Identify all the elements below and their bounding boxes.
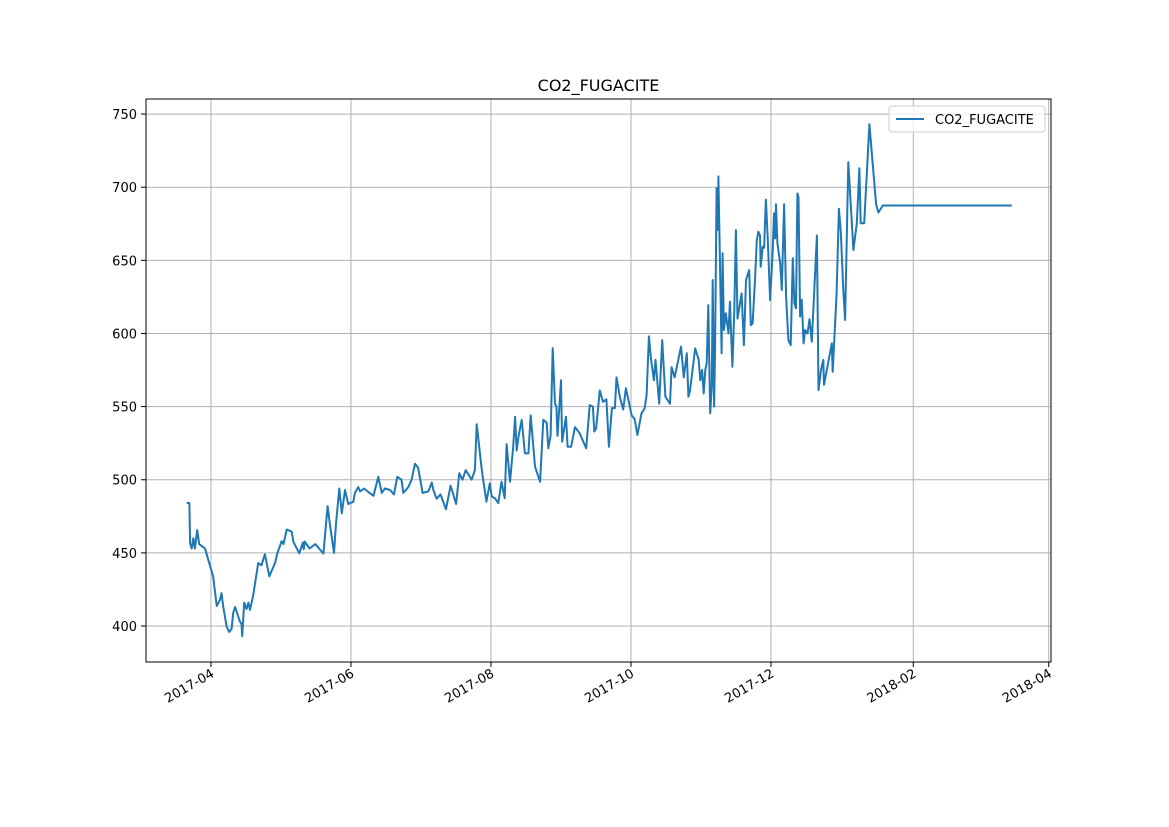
y-tick-label: 500 xyxy=(112,474,137,489)
series-layer xyxy=(186,123,1012,638)
y-tick-label: 400 xyxy=(112,620,137,635)
y-axis: 400 450 500 550 600 650 700 750 xyxy=(112,108,146,635)
legend-label: CO2_FUGACITE xyxy=(935,113,1034,128)
y-tick-label: 750 xyxy=(112,108,137,123)
y-tick-label: 550 xyxy=(112,401,137,416)
y-tick-label: 450 xyxy=(112,547,137,562)
y-tick-label: 700 xyxy=(112,181,137,196)
legend-box xyxy=(888,105,1046,133)
y-tick-label: 650 xyxy=(112,254,137,269)
plot-area-frame xyxy=(145,98,1052,663)
legend: CO2_FUGACITE xyxy=(888,105,1046,133)
y-tick-label: 600 xyxy=(112,327,137,342)
chart-title: CO2_FUGACITE xyxy=(538,76,660,96)
series-line-co2-fugacite xyxy=(186,123,1012,638)
